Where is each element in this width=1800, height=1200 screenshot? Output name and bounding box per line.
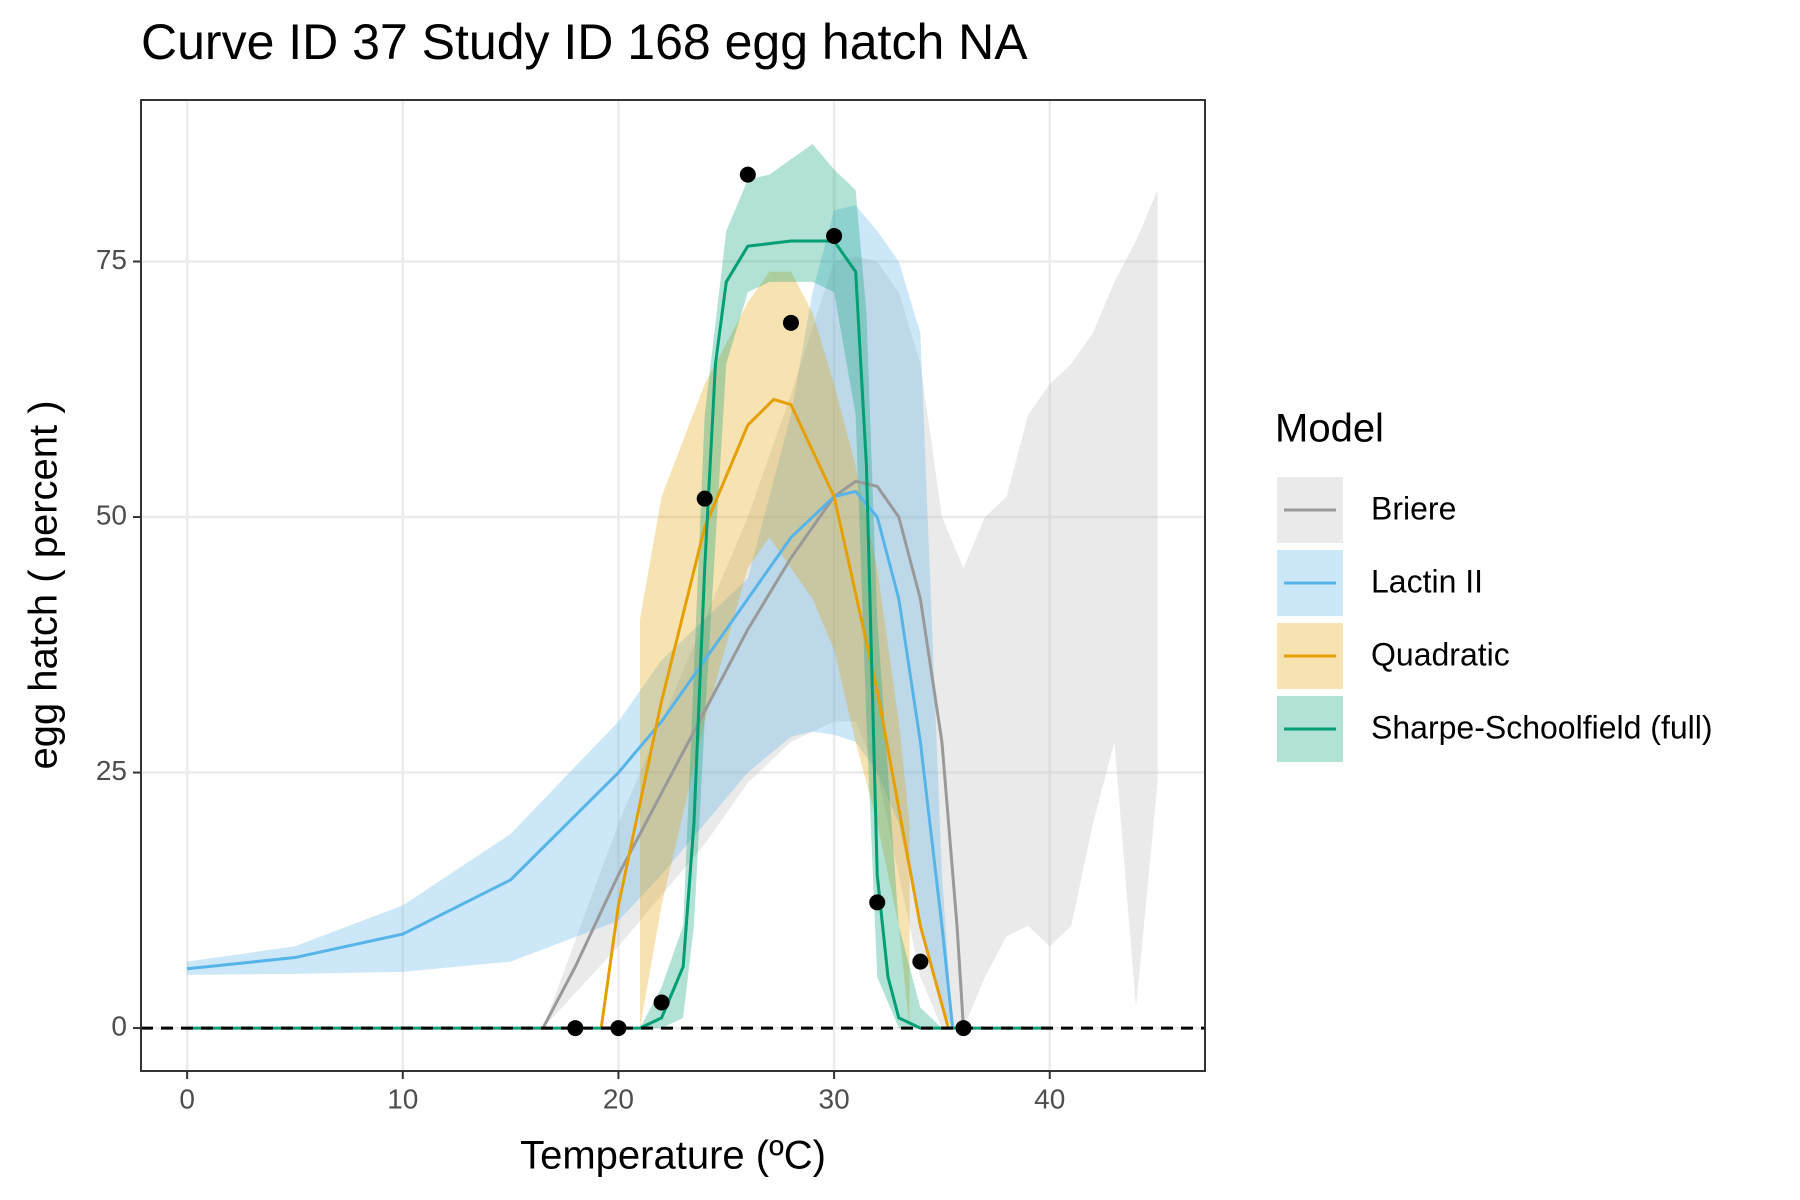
legend-label: Lactin II xyxy=(1371,563,1483,599)
x-tick-label: 30 xyxy=(819,1083,850,1114)
confidence-ribbon xyxy=(542,189,1158,1029)
model-curve xyxy=(187,239,1050,1030)
x-tick-label: 40 xyxy=(1034,1083,1065,1114)
x-axis-title: Temperature (ºC) xyxy=(520,1134,826,1178)
y-tick-label: 50 xyxy=(96,499,127,530)
x-tick-label: 0 xyxy=(179,1083,195,1114)
data-point xyxy=(826,227,843,244)
chart-title: Curve ID 37 Study ID 168 egg hatch NA xyxy=(141,14,1028,70)
confidence-ribbon xyxy=(187,205,953,1029)
x-tick-label: 10 xyxy=(387,1083,418,1114)
legend-title: Model xyxy=(1275,407,1384,451)
data-point xyxy=(739,166,756,183)
legend-label: Quadratic xyxy=(1371,636,1510,672)
data-point xyxy=(610,1020,627,1037)
model-curve xyxy=(186,489,955,1029)
data-point xyxy=(912,953,929,970)
confidence-ribbon xyxy=(640,271,910,1029)
data-point xyxy=(869,894,886,911)
panel-border xyxy=(140,99,1206,1072)
y-tick-label: 0 xyxy=(111,1010,127,1041)
legend-label: Sharpe-Schoolfield (full) xyxy=(1371,709,1713,745)
x-tick-label: 20 xyxy=(603,1083,634,1114)
data-point xyxy=(653,994,670,1011)
legend-label: Briere xyxy=(1371,490,1456,526)
y-tick-label: 25 xyxy=(96,755,127,786)
y-tick-label: 75 xyxy=(96,244,127,275)
data-point xyxy=(567,1020,584,1037)
data-point xyxy=(782,314,799,331)
model-curve xyxy=(599,397,950,1029)
data-point xyxy=(955,1020,972,1037)
data-point xyxy=(696,490,713,507)
y-axis-title: egg hatch ( percent ) xyxy=(22,400,66,769)
